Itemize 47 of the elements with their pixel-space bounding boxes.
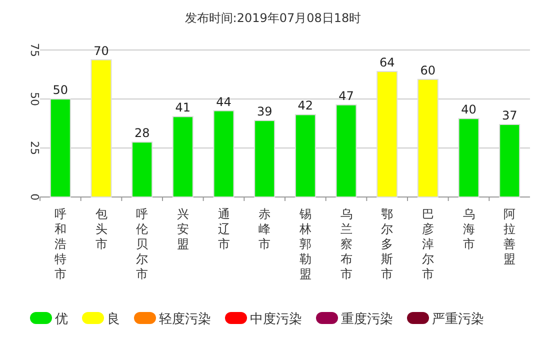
- bar: [172, 116, 194, 198]
- x-tick-label: 阿拉善盟: [504, 207, 516, 266]
- x-tick-label: 巴彦淖尔市: [422, 207, 434, 281]
- legend-label: 重度污染: [341, 311, 393, 327]
- x-tick-label: 呼伦贝尔市: [136, 207, 148, 281]
- bar: [132, 142, 153, 198]
- bar: [254, 120, 276, 198]
- bar: [499, 124, 520, 198]
- y-tick-label: 75: [28, 43, 41, 57]
- legend-label: 严重污染: [432, 312, 484, 327]
- y-tick-label: 25: [28, 141, 41, 155]
- bar: [376, 71, 398, 198]
- legend-label: 优: [55, 312, 68, 327]
- data-label: 37: [502, 108, 518, 122]
- x-tick-label: 锡林郭勒盟: [298, 207, 312, 281]
- bar: [417, 78, 438, 198]
- bar: [294, 114, 316, 198]
- x-tick-label: 包头市: [95, 207, 108, 251]
- x-tick-label: 呼和浩特市: [54, 207, 66, 281]
- bar: [50, 98, 71, 198]
- data-label: 44: [216, 94, 232, 109]
- data-label: 28: [134, 126, 150, 140]
- data-label: 70: [94, 44, 109, 58]
- legend-label: 良: [107, 312, 120, 327]
- x-tick-label: 通辽市: [218, 207, 230, 251]
- data-label: 40: [461, 102, 476, 117]
- x-tick-label: 乌海市: [462, 207, 475, 251]
- legend-label: 中度污染: [250, 311, 302, 327]
- data-label: 50: [52, 83, 68, 97]
- chart-title: 发布时间:2019年07月08日18时: [184, 11, 362, 25]
- y-tick-label: 50: [28, 92, 41, 106]
- data-label: 64: [379, 56, 395, 70]
- bar: [213, 110, 234, 198]
- x-tick-label: 赤峰市: [258, 207, 271, 251]
- data-label: 41: [175, 100, 191, 115]
- data-label: 60: [420, 63, 436, 78]
- bar: [336, 104, 357, 198]
- y-tick-label: 0: [28, 194, 41, 200]
- legend-label: 轻度污染: [159, 311, 211, 327]
- bar: [458, 118, 480, 198]
- data-label: 42: [298, 98, 314, 113]
- bar: [90, 59, 112, 198]
- data-label: 39: [256, 104, 272, 119]
- x-tick-label: 兴安盟: [176, 207, 189, 251]
- x-tick-label: 鄂尔多斯市: [381, 207, 394, 281]
- data-label: 47: [338, 88, 354, 103]
- x-tick-label: 乌兰察布市: [340, 207, 352, 281]
